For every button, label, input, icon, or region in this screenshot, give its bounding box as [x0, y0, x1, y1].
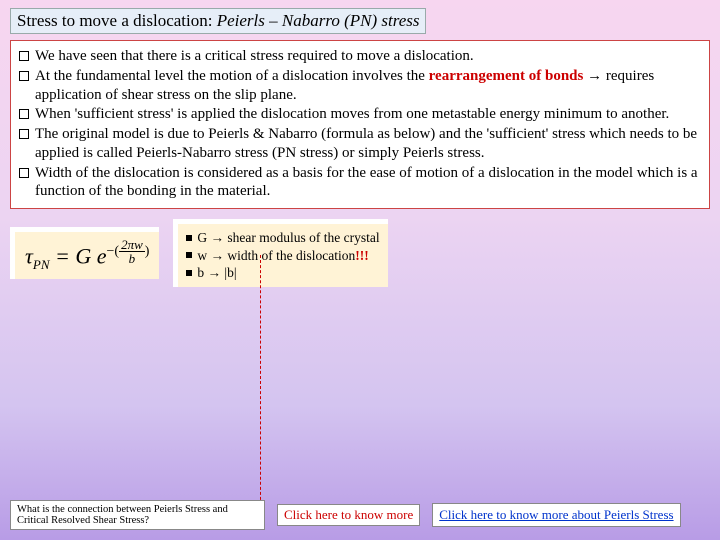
- bullet-item: At the fundamental level the motion of a…: [19, 67, 701, 105]
- definitions-box: G → shear modulus of the crystal w → wid…: [173, 219, 387, 287]
- formula-row: τPN = G e−(2πwb) G → shear modulus of th…: [10, 219, 710, 287]
- square-bullet-icon: [19, 168, 29, 178]
- square-bullet-small-icon: [186, 235, 192, 241]
- link-box-2[interactable]: Click here to know more about Peierls St…: [432, 503, 680, 527]
- title-prefix: Stress to move a dislocation:: [17, 11, 217, 30]
- bullet-text: At the fundamental level the motion of a…: [35, 67, 701, 105]
- square-bullet-small-icon: [186, 252, 192, 258]
- exclaim-text: !!!: [355, 247, 369, 265]
- bullet-text: Width of the dislocation is considered a…: [35, 164, 701, 202]
- def-item: G → shear modulus of the crystal: [186, 229, 379, 247]
- square-bullet-icon: [19, 109, 29, 119]
- bullet-text: When 'sufficient stress' is applied the …: [35, 105, 669, 124]
- square-bullet-small-icon: [186, 270, 192, 276]
- bullet-text: We have seen that there is a critical st…: [35, 47, 474, 66]
- square-bullet-icon: [19, 71, 29, 81]
- bullet-text: The original model is due to Peierls & N…: [35, 125, 701, 163]
- bullet-item: We have seen that there is a critical st…: [19, 47, 701, 66]
- def-item: w → width of the dislocation !!!: [186, 247, 379, 265]
- def-item: b → |b|: [186, 264, 379, 282]
- bullet-item: Width of the dislocation is considered a…: [19, 164, 701, 202]
- bullet-item: When 'sufficient stress' is applied the …: [19, 105, 701, 124]
- vertical-divider: [260, 255, 261, 510]
- square-bullet-icon: [19, 129, 29, 139]
- square-bullet-icon: [19, 51, 29, 61]
- footer: What is the connection between Peierls S…: [10, 500, 710, 530]
- content-box: We have seen that there is a critical st…: [10, 40, 710, 209]
- bullet-item: The original model is due to Peierls & N…: [19, 125, 701, 163]
- slide-title: Stress to move a dislocation: Peierls – …: [10, 8, 426, 34]
- link-text: Click here to know more: [284, 507, 413, 522]
- formula-exponent: −(2πwb): [107, 244, 150, 259]
- title-italic: Peierls – Nabarro (PN) stress: [217, 11, 420, 30]
- link-box-1[interactable]: Click here to know more: [277, 504, 420, 526]
- highlight-text: rearrangement of bonds: [429, 68, 584, 84]
- question-box: What is the connection between Peierls S…: [10, 500, 265, 530]
- link-text: Click here to know more about Peierls St…: [439, 507, 673, 522]
- formula-box: τPN = G e−(2πwb): [10, 227, 159, 279]
